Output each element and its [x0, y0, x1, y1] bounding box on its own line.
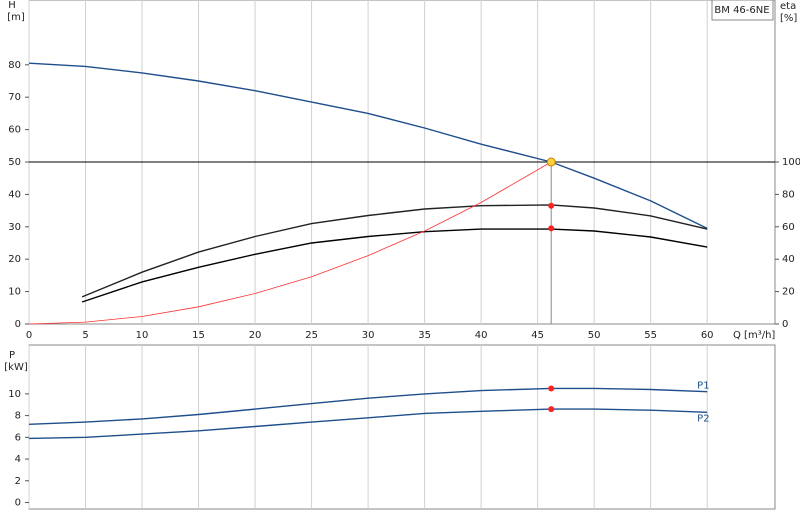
y-tick-label: 80 [8, 60, 21, 71]
y-tick-label: 4 [15, 454, 21, 465]
curve [81, 228, 708, 303]
x-tick-label: 15 [192, 330, 205, 341]
x-tick-label: 20 [249, 330, 262, 341]
duty-point [548, 225, 555, 232]
duty-point [546, 157, 556, 167]
model-box [711, 0, 774, 21]
y-tick-label: 2 [15, 476, 21, 487]
x-tick-label: 30 [362, 330, 375, 341]
series-label: P1 [697, 381, 709, 392]
y2-tick-label: 100 [782, 157, 800, 168]
y-tick-label: 0 [15, 319, 21, 330]
x-tick-label: 40 [475, 330, 488, 341]
x-tick-label: 10 [136, 330, 149, 341]
y2-tick-label: 0 [782, 319, 788, 330]
x-tick-label: 60 [701, 330, 714, 341]
y2-tick-label: 40 [782, 254, 795, 265]
x-tick-label: 55 [644, 330, 657, 341]
curve [81, 204, 708, 298]
y-axis-unit: [kW] [4, 362, 28, 373]
duty-point [548, 385, 555, 392]
curve [28, 62, 708, 230]
y-tick-label: 70 [8, 92, 21, 103]
y2-axis-unit: [%] [780, 13, 797, 24]
y-tick-label: 20 [8, 254, 21, 265]
y-tick-label: 10 [8, 287, 21, 298]
y-axis-label: H [8, 0, 16, 11]
curve [28, 387, 708, 425]
y-tick-label: 60 [8, 125, 21, 136]
y-tick-label: 50 [8, 157, 21, 168]
y2-tick-label: 20 [782, 287, 795, 298]
y-tick-label: 6 [15, 432, 21, 443]
x-tick-label: 25 [305, 330, 318, 341]
duty-point [548, 202, 555, 209]
y-tick-label: 0 [15, 497, 21, 508]
y2-tick-label: 80 [782, 189, 795, 200]
y-tick-label: 10 [8, 389, 21, 400]
y2-axis-label: eta [780, 1, 796, 12]
x-axis-label: Q [m³/h] [733, 330, 775, 341]
curve [28, 408, 708, 440]
y-tick-label: 30 [8, 222, 21, 233]
curve [28, 161, 552, 325]
x-tick-label: 5 [82, 330, 88, 341]
duty-point [548, 406, 555, 413]
series-label: P2 [697, 413, 709, 424]
x-tick-label: 50 [588, 330, 601, 341]
y2-tick-label: 60 [782, 222, 795, 233]
x-tick-label: 35 [418, 330, 431, 341]
y-axis-label: P [9, 350, 15, 361]
model-label: BM 46-6NE [714, 5, 769, 16]
y-tick-label: 8 [15, 411, 21, 422]
x-tick-label: 45 [531, 330, 544, 341]
y-axis-unit: [m] [7, 12, 25, 23]
x-tick-label: 0 [26, 330, 32, 341]
y-tick-label: 40 [8, 189, 21, 200]
plot-frame [28, 344, 776, 510]
